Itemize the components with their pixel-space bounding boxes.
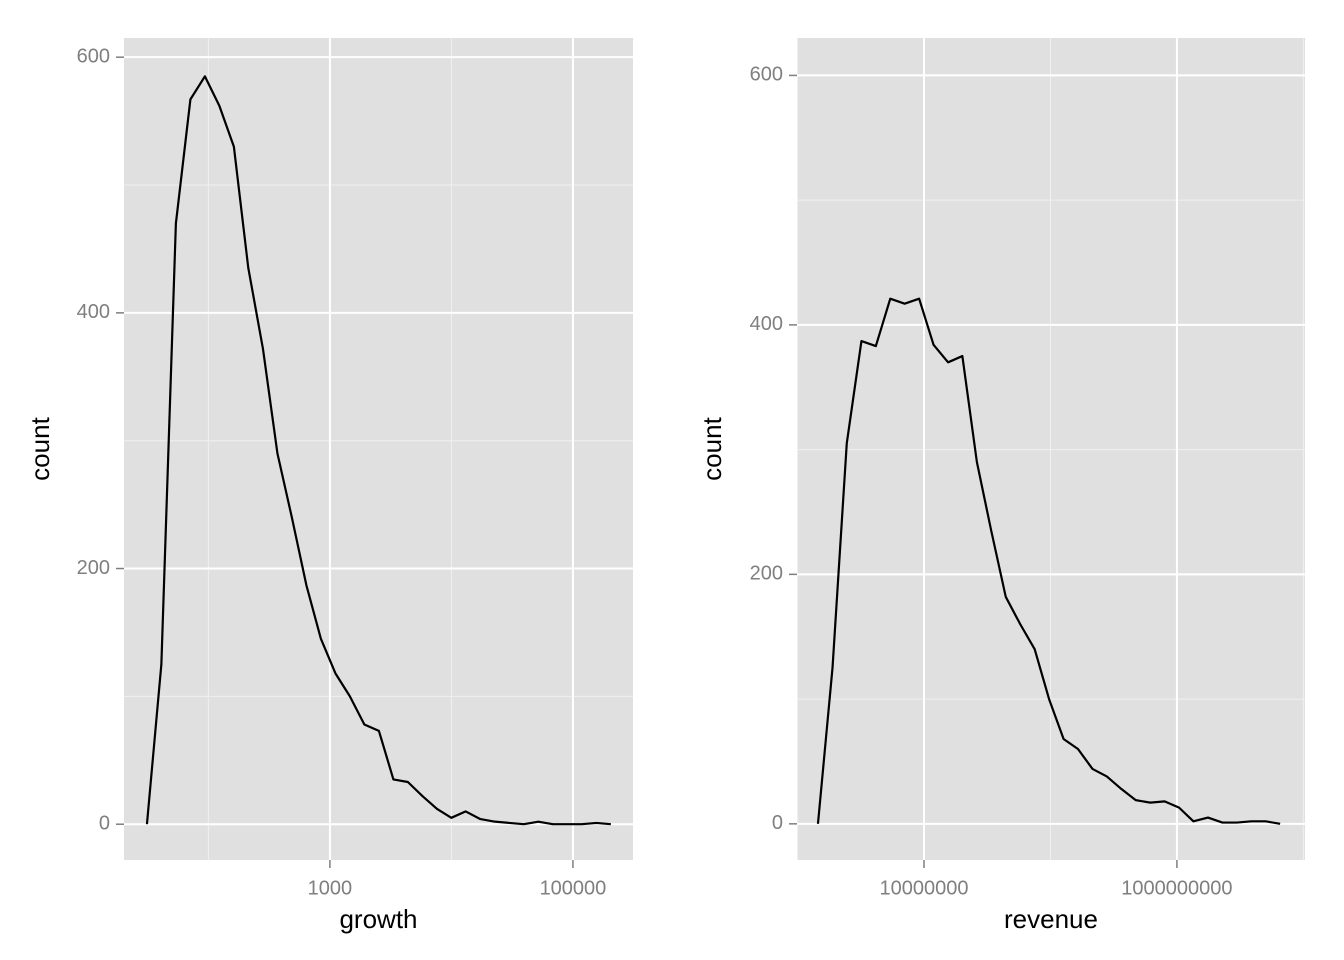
x-tick-label: 100000 — [540, 877, 607, 899]
y-axis-title: count — [697, 416, 727, 480]
panel: 0 200 400 600 10000000 1000000000 revenue count — [697, 38, 1305, 934]
x-tick-label: 10000000 — [880, 877, 969, 899]
x-axis-title: revenue — [1004, 904, 1098, 934]
plot-background — [797, 38, 1305, 860]
y-tick-label: 0 — [772, 812, 783, 834]
y-tick-label: 400 — [77, 301, 110, 323]
panel: 0 200 400 600 1000 100000 growth count — [25, 38, 633, 934]
y-tick-label: 200 — [77, 557, 110, 579]
x-tick-label: 1000000000 — [1121, 877, 1232, 899]
y-tick-label: 200 — [750, 563, 783, 585]
plot-background — [124, 38, 633, 860]
x-tick-label: 1000 — [308, 877, 353, 899]
y-tick-label: 600 — [77, 45, 110, 67]
y-tick-label: 0 — [99, 812, 110, 834]
y-axis-title: count — [25, 416, 55, 480]
data-line — [145, 75, 611, 826]
y-tick-label: 600 — [750, 64, 783, 86]
x-axis-title: growth — [339, 904, 417, 934]
y-tick-label: 400 — [750, 313, 783, 335]
data-line — [816, 297, 1281, 825]
